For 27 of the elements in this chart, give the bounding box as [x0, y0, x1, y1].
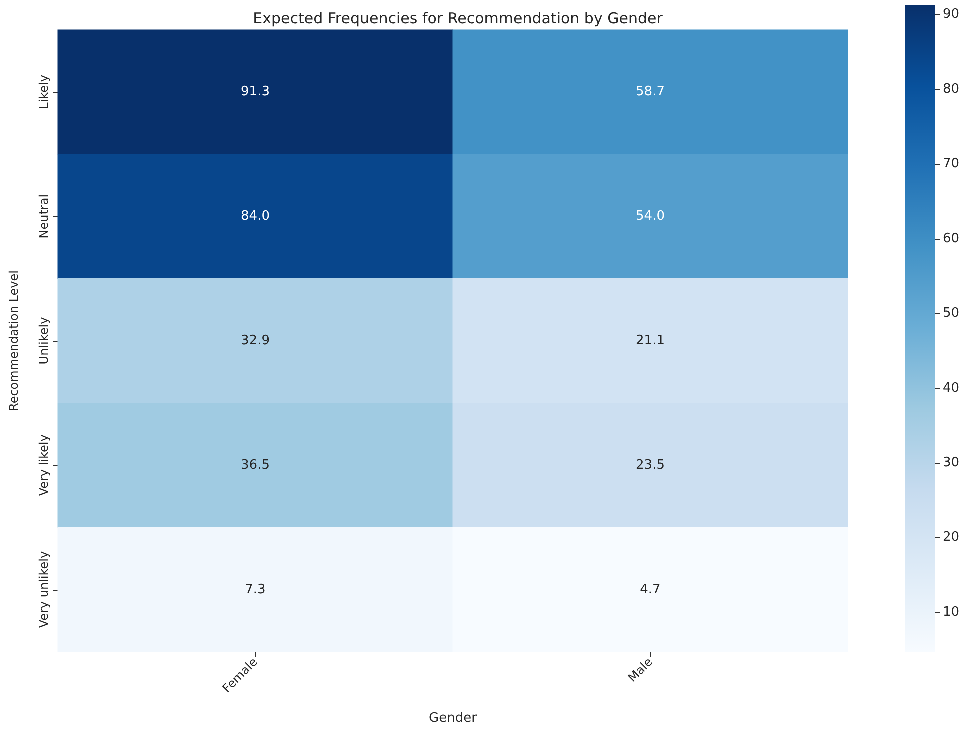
color-bar-label: 40	[943, 380, 960, 396]
y-tick-label: Likely	[37, 75, 51, 110]
color-bar-label: 90	[943, 7, 960, 22]
data-label: 7.3	[245, 582, 266, 598]
color-bar-label: 20	[943, 530, 960, 546]
data-label: 58.7	[636, 84, 665, 100]
chart-title: Expected Frequencies for Recommendation by Gender	[253, 10, 664, 28]
color-bar-label: 50	[943, 306, 960, 322]
data-label: 32.9	[241, 334, 270, 348]
color-bar-label: 60	[943, 231, 960, 246]
data-label: 54.0	[636, 209, 665, 224]
data-label: 91.3	[241, 84, 270, 100]
data-label: 36.5	[241, 458, 270, 473]
y-tick-label: Unlikely	[37, 317, 51, 365]
y-tick-label: Very unlikely	[37, 551, 51, 628]
color-bar-label: 10	[943, 604, 960, 620]
data-label: 84.0	[241, 209, 270, 224]
data-label: 21.1	[636, 334, 665, 348]
x-axis-title: Gender	[429, 711, 478, 726]
y-tick-label: Neutral	[37, 194, 51, 239]
color-bar-label: 30	[943, 455, 960, 470]
y-tick-label: Very likely	[37, 434, 51, 496]
data-label: 23.5	[636, 458, 665, 473]
color-bar-label: 80	[943, 82, 960, 97]
data-label: 4.7	[640, 582, 661, 598]
color-bar-label: 70	[943, 156, 960, 172]
y-axis-title: Recommendation Level	[7, 270, 21, 412]
